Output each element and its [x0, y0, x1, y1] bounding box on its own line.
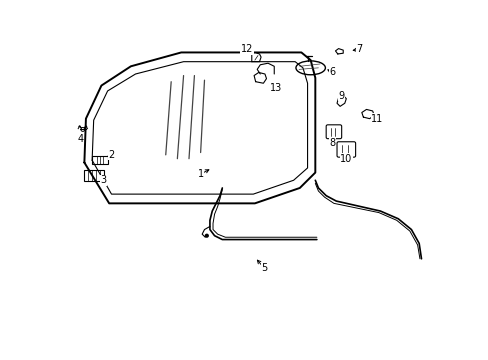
Text: 3: 3 [101, 175, 106, 185]
Text: 6: 6 [328, 67, 335, 77]
Text: 4: 4 [77, 134, 83, 144]
Text: 9: 9 [338, 91, 344, 100]
Circle shape [205, 234, 208, 237]
Text: 1: 1 [197, 169, 203, 179]
Text: 5: 5 [261, 263, 267, 273]
Text: 13: 13 [270, 83, 282, 93]
Text: 8: 8 [328, 138, 335, 148]
Text: 2: 2 [108, 150, 114, 160]
Text: 10: 10 [340, 154, 352, 164]
Text: 12: 12 [241, 44, 253, 54]
Text: 11: 11 [370, 114, 383, 123]
Text: 7: 7 [356, 44, 362, 54]
